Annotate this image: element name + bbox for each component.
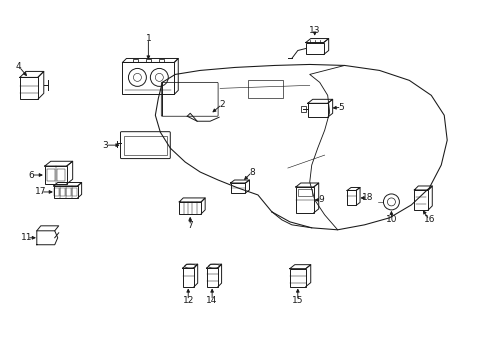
Text: 14: 14 xyxy=(206,296,217,305)
Bar xyxy=(295,187,313,213)
Bar xyxy=(47,169,55,181)
Text: 17: 17 xyxy=(35,188,46,197)
Text: 3: 3 xyxy=(102,141,108,150)
Text: 18: 18 xyxy=(361,193,372,202)
Bar xyxy=(133,59,138,62)
Text: 1: 1 xyxy=(145,34,151,43)
Bar xyxy=(297,189,311,196)
Bar xyxy=(145,59,151,62)
Text: 15: 15 xyxy=(291,296,303,305)
Bar xyxy=(289,269,305,287)
Text: 13: 13 xyxy=(308,26,320,35)
Bar xyxy=(66,188,71,196)
Bar xyxy=(305,42,323,54)
Bar xyxy=(45,166,66,184)
Bar xyxy=(159,59,163,62)
Text: 11: 11 xyxy=(21,233,33,242)
Bar xyxy=(247,80,282,98)
Text: 4: 4 xyxy=(16,62,21,71)
Bar xyxy=(300,106,305,112)
Text: 12: 12 xyxy=(182,296,194,305)
Bar xyxy=(122,62,174,94)
Bar xyxy=(54,186,78,198)
Bar xyxy=(72,188,77,196)
Text: 2: 2 xyxy=(219,100,224,109)
Text: 7: 7 xyxy=(187,221,193,230)
Text: 9: 9 xyxy=(318,195,324,204)
Bar xyxy=(206,268,217,287)
Bar xyxy=(57,169,64,181)
Bar xyxy=(183,268,193,287)
Bar xyxy=(413,190,427,210)
Bar xyxy=(124,136,166,154)
Text: 10: 10 xyxy=(385,215,396,224)
Bar xyxy=(60,188,65,196)
Text: 5: 5 xyxy=(338,103,344,112)
Bar xyxy=(20,77,38,99)
Bar xyxy=(54,188,59,196)
Bar xyxy=(179,202,201,214)
Bar xyxy=(307,103,327,117)
Text: 8: 8 xyxy=(248,167,254,176)
Text: 6: 6 xyxy=(28,171,34,180)
Bar xyxy=(346,190,355,206)
Text: 16: 16 xyxy=(423,215,434,224)
Bar xyxy=(230,183,245,193)
